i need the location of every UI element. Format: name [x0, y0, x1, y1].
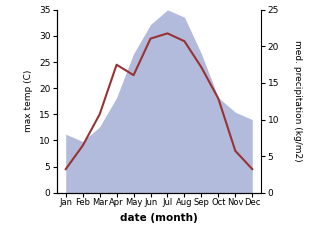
Y-axis label: max temp (C): max temp (C): [24, 70, 33, 132]
Y-axis label: med. precipitation (kg/m2): med. precipitation (kg/m2): [293, 41, 302, 162]
X-axis label: date (month): date (month): [120, 213, 198, 223]
